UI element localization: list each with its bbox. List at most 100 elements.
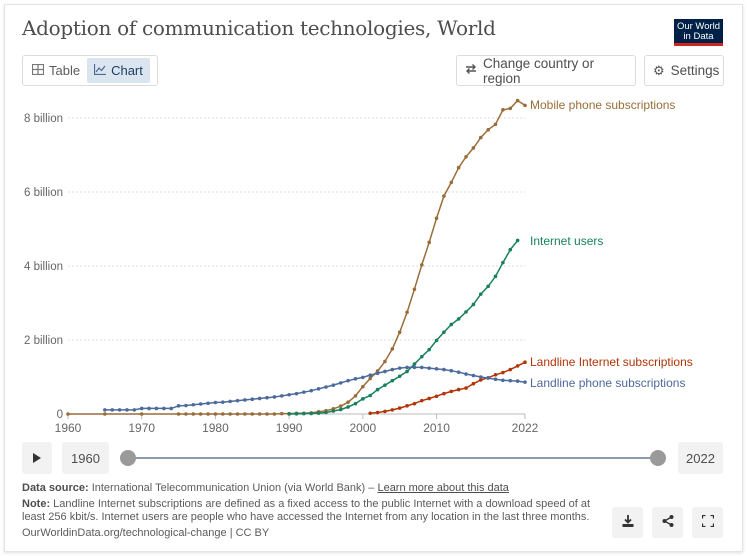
timeline-end-label: 2022: [678, 442, 723, 474]
download-icon: [622, 514, 634, 532]
data-point: [206, 412, 210, 416]
x-tick-label: 1970: [128, 421, 155, 435]
data-point: [464, 372, 468, 376]
data-point: [434, 394, 439, 399]
series-label: Landline Internet subscriptions: [530, 355, 693, 369]
data-point: [353, 401, 358, 406]
timeline-start-label: 1960: [62, 442, 109, 474]
x-tick-label: 2022: [512, 421, 539, 435]
data-point: [427, 347, 431, 352]
data-point: [478, 378, 483, 382]
data-point: [501, 260, 505, 265]
data-point: [515, 98, 520, 103]
data-point: [198, 402, 203, 406]
data-point: [427, 366, 431, 370]
data-point: [390, 347, 395, 351]
data-point: [501, 370, 505, 375]
data-point: [486, 376, 490, 380]
data-point: [103, 412, 107, 416]
data-point: [375, 410, 380, 415]
tab-table[interactable]: Table: [25, 58, 87, 83]
data-point: [361, 384, 365, 389]
data-point: [368, 393, 373, 398]
data-point: [390, 408, 395, 412]
timeline-start-handle[interactable]: [120, 450, 136, 466]
x-tick-label: 1990: [276, 421, 303, 435]
share-button[interactable]: [652, 507, 683, 538]
timeline-end-handle[interactable]: [650, 450, 666, 466]
data-point: [449, 322, 454, 327]
data-point: [302, 411, 306, 416]
data-point: [361, 375, 365, 380]
play-button[interactable]: [22, 442, 52, 474]
note: Note: Landline Internet subscriptions ar…: [22, 498, 602, 524]
data-point: [464, 386, 468, 390]
data-point: [331, 409, 336, 413]
data-point: [316, 387, 321, 391]
data-point: [493, 377, 498, 382]
data-point: [515, 238, 520, 243]
line-chart: 0 2 billion 4 billion 6 billion 8 billion 196…: [24, 98, 693, 435]
data-point: [456, 317, 461, 321]
data-point: [508, 247, 513, 252]
data-point: [471, 373, 476, 378]
data-point: [213, 400, 218, 405]
timeline-track[interactable]: [128, 457, 658, 459]
data-point: [456, 165, 461, 170]
data-point: [132, 408, 137, 412]
data-point: [338, 407, 343, 412]
settings-label: Settings: [670, 63, 720, 78]
data-point: [442, 194, 446, 198]
change-region-button[interactable]: Change country or region: [456, 55, 636, 86]
data-point: [324, 410, 328, 415]
data-point: [361, 397, 365, 401]
play-icon: [33, 451, 41, 466]
data-point: [420, 263, 424, 267]
data-point: [405, 404, 409, 408]
download-button[interactable]: [612, 507, 643, 538]
data-point: [397, 366, 402, 370]
data-point: [250, 412, 255, 416]
data-point: [456, 387, 461, 392]
note-text: Landline Internet subscriptions are defi…: [22, 498, 591, 523]
data-point: [198, 412, 203, 416]
data-point: [206, 401, 210, 406]
series-line: [370, 361, 526, 415]
data-point: [427, 396, 431, 401]
data-point: [383, 383, 387, 387]
settings-button[interactable]: ⚙ Settings: [644, 55, 724, 86]
data-point: [176, 412, 181, 416]
timeline: 1960 2022: [22, 442, 723, 474]
source-url[interactable]: OurWorldinData.org/technological-change …: [22, 527, 270, 539]
share-icon: [662, 514, 674, 532]
data-point: [449, 368, 454, 373]
x-tick-label: 1960: [55, 421, 82, 435]
data-point: [493, 122, 498, 127]
fullscreen-button[interactable]: [692, 507, 723, 538]
data-point: [493, 274, 498, 279]
data-point: [125, 408, 129, 412]
series-line: [68, 99, 526, 415]
y-tick-label: 8 billion: [24, 113, 63, 125]
data-point: [353, 377, 358, 381]
data-point: [243, 412, 247, 416]
data-point: [257, 396, 262, 401]
data-point: [405, 369, 409, 374]
data-point: [515, 364, 520, 368]
data-point: [265, 395, 269, 400]
data-point: [346, 400, 350, 404]
owid-logo[interactable]: Our World in Data: [674, 19, 723, 46]
data-point: [412, 362, 417, 366]
data-point: [324, 385, 328, 389]
data-point: [390, 378, 395, 383]
data-point: [228, 399, 232, 404]
data-point: [272, 412, 277, 416]
data-point: [412, 287, 417, 292]
data-point: [154, 406, 159, 411]
tab-chart[interactable]: Chart: [87, 58, 150, 83]
data-source: Data source: International Telecommunica…: [22, 482, 602, 495]
tab-chart-label: Chart: [111, 63, 143, 78]
data-point: [375, 387, 380, 392]
learn-more-link[interactable]: Learn more about this data: [377, 482, 509, 494]
data-point: [486, 128, 490, 132]
